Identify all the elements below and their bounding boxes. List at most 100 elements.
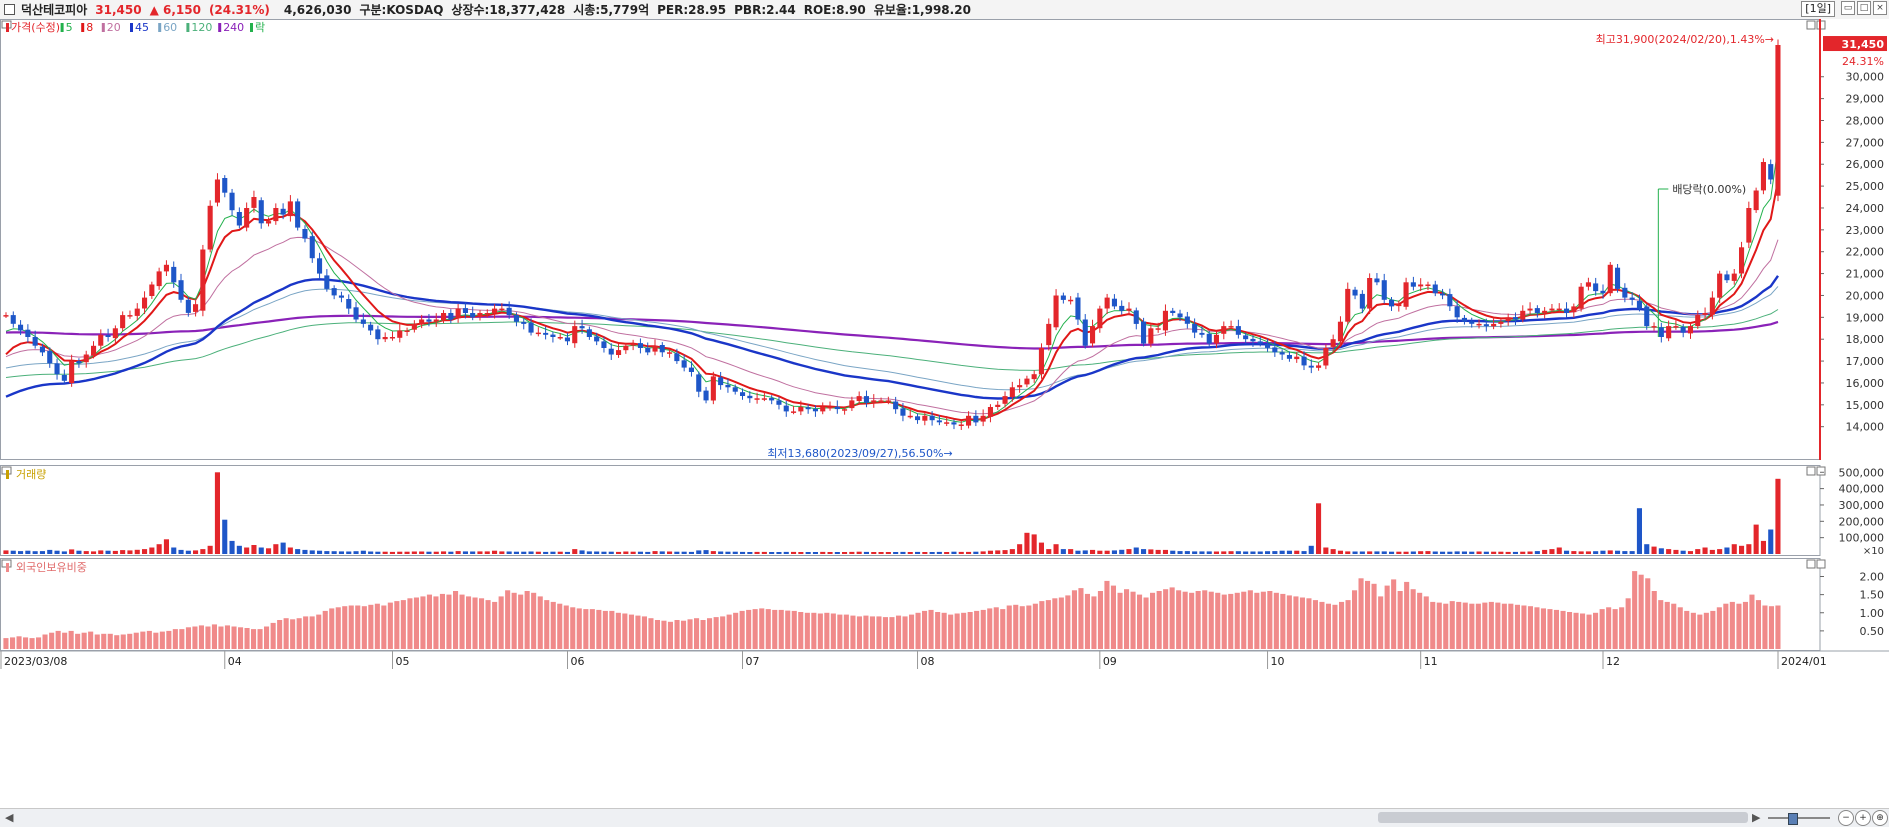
foreign-ratio-bar bbox=[492, 601, 498, 649]
scroll-left-icon[interactable]: ◀ bbox=[5, 811, 14, 824]
scroll-right-icon[interactable]: ▶ bbox=[1752, 811, 1761, 824]
volume-bar bbox=[1396, 551, 1402, 554]
horizontal-scrollbar[interactable]: ◀ ▶ − + ⊕ bbox=[0, 808, 1889, 827]
foreign-ratio-bar bbox=[446, 594, 452, 649]
foreign-ratio-bar bbox=[153, 632, 159, 649]
candle bbox=[236, 212, 242, 226]
foreign-ratio-bar bbox=[329, 608, 335, 649]
candle bbox=[1556, 308, 1562, 311]
volume-bar bbox=[535, 551, 541, 554]
candle bbox=[973, 415, 979, 423]
foreign-ratio-bar bbox=[954, 613, 960, 649]
volume-bar bbox=[54, 550, 60, 554]
volume-bar bbox=[10, 550, 16, 554]
foreign-ratio-bar bbox=[1651, 591, 1657, 649]
candle bbox=[61, 375, 67, 381]
candle bbox=[718, 377, 724, 386]
price-tick-label: 17,000 bbox=[1846, 355, 1885, 368]
candle bbox=[25, 329, 31, 337]
close-icon[interactable]: × bbox=[1873, 1, 1887, 15]
foreign-ratio-bar bbox=[290, 619, 296, 649]
volume-bar bbox=[1141, 549, 1147, 554]
pbr-value: PBR:2.44 bbox=[734, 2, 796, 17]
foreign-ratio-bar bbox=[49, 632, 55, 649]
candle bbox=[18, 324, 24, 331]
foreign-ratio-bar bbox=[1436, 602, 1442, 649]
zoom-in-icon[interactable]: + bbox=[1855, 810, 1871, 826]
foreign-title: 외국인보유비중 bbox=[16, 561, 87, 574]
candle bbox=[747, 395, 753, 399]
stock-chart[interactable]: 14,000 15,000 16,000 17,000 18,000 19,000 20,0… bbox=[0, 19, 1889, 808]
volume-bar bbox=[1381, 551, 1387, 554]
candle bbox=[134, 308, 140, 316]
foreign-ratio-bar bbox=[303, 616, 309, 649]
candle bbox=[1199, 332, 1205, 335]
candle bbox=[1673, 326, 1679, 328]
zoom-slider-track[interactable] bbox=[1768, 817, 1830, 819]
volume-bar bbox=[645, 551, 651, 554]
volume-bar bbox=[1235, 551, 1241, 554]
foreign-ratio-bar bbox=[804, 612, 810, 650]
candle bbox=[1447, 294, 1453, 307]
period-selector[interactable]: [1일] bbox=[1801, 1, 1835, 17]
candle bbox=[91, 345, 97, 356]
candle bbox=[543, 332, 549, 335]
foreign-ratio-bar bbox=[1690, 612, 1696, 650]
candle bbox=[863, 396, 869, 403]
foreign-ratio-bar bbox=[1449, 601, 1455, 649]
volume-bar bbox=[1119, 549, 1125, 555]
volume-bar bbox=[1615, 550, 1621, 554]
volume-bar bbox=[616, 551, 622, 554]
volume-bar bbox=[193, 550, 199, 554]
volume-bar bbox=[1731, 544, 1737, 554]
volume-bar bbox=[156, 544, 162, 554]
volume-bar bbox=[1330, 549, 1336, 554]
volume-bar bbox=[1162, 549, 1168, 554]
volume-bar bbox=[1491, 551, 1497, 554]
volume-bar bbox=[951, 551, 957, 554]
candle bbox=[820, 407, 826, 412]
panel-toggle-icon[interactable] bbox=[4, 4, 15, 15]
candle bbox=[302, 229, 308, 239]
candle bbox=[740, 392, 746, 396]
volume-bar bbox=[557, 551, 563, 554]
volume-bar bbox=[1213, 551, 1219, 554]
foreign-ratio-bar bbox=[166, 630, 172, 649]
x-tick-label: 06 bbox=[570, 655, 584, 668]
candle bbox=[404, 330, 410, 332]
foreign-ratio-bar bbox=[1032, 603, 1038, 649]
candle bbox=[309, 236, 315, 259]
restore-icon[interactable]: □ bbox=[1857, 1, 1871, 15]
zoom-out-icon[interactable]: − bbox=[1838, 810, 1854, 826]
candle bbox=[1520, 310, 1526, 320]
scroll-thumb[interactable] bbox=[1378, 812, 1748, 823]
volume-bar bbox=[1133, 547, 1139, 554]
volume-bar bbox=[1104, 550, 1110, 554]
foreign-ratio-bar bbox=[1397, 591, 1403, 649]
volume-bar bbox=[1389, 551, 1395, 554]
zoom-slider-knob[interactable] bbox=[1788, 813, 1798, 825]
foreign-ratio-bar bbox=[661, 620, 667, 649]
volume-bar bbox=[958, 551, 964, 554]
volume-bar bbox=[1337, 550, 1343, 554]
candle bbox=[149, 284, 155, 296]
candle bbox=[696, 374, 702, 392]
volume-bar bbox=[1585, 551, 1591, 554]
zoom-fit-icon[interactable]: ⊕ bbox=[1872, 810, 1888, 826]
volume-bar bbox=[623, 551, 629, 554]
volume-bar bbox=[1527, 551, 1533, 554]
volume-bar bbox=[1717, 549, 1723, 554]
candle bbox=[1534, 308, 1540, 313]
stock-name[interactable]: 덕산테코피아 bbox=[21, 3, 88, 17]
candle bbox=[1155, 328, 1161, 330]
candle bbox=[812, 408, 818, 412]
candle bbox=[1301, 356, 1307, 366]
minimize-icon[interactable]: ▭ bbox=[1841, 1, 1855, 15]
foreign-ratio-bar bbox=[687, 619, 693, 649]
volume-bar bbox=[404, 551, 410, 554]
foreign-ratio-bar bbox=[798, 612, 804, 649]
volume-bar bbox=[83, 551, 89, 554]
candle bbox=[929, 415, 935, 421]
x-tick-label: 11 bbox=[1424, 655, 1438, 668]
